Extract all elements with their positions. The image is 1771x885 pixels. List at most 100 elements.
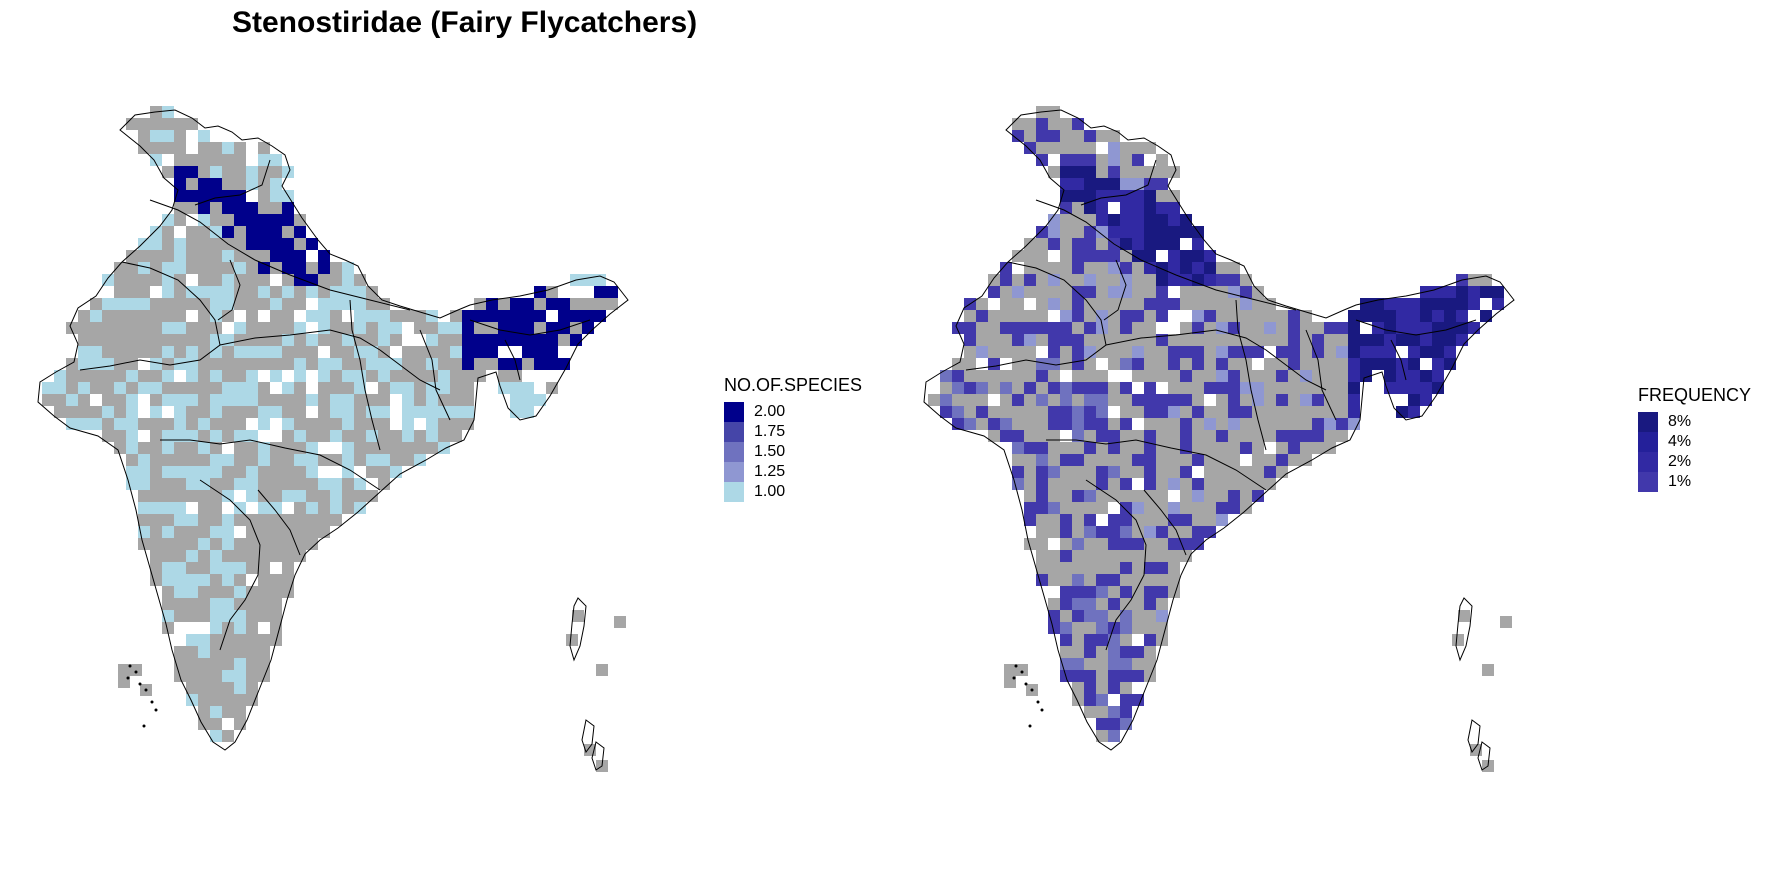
grid-cell — [1060, 598, 1072, 610]
grid-cell — [1132, 346, 1144, 358]
grid-cell — [174, 142, 186, 154]
grid-cell — [1132, 694, 1144, 706]
grid-cell — [1216, 514, 1228, 526]
grid-cell — [1192, 310, 1204, 322]
grid-cell — [1480, 286, 1492, 298]
grid-cell — [282, 382, 294, 394]
grid-cell — [1072, 238, 1084, 250]
grid-cell — [1312, 442, 1324, 454]
state-border — [1035, 199, 1297, 311]
grid-cell — [270, 394, 282, 406]
island-dot — [1012, 676, 1016, 680]
grid-cell — [1348, 394, 1360, 406]
grid-cell — [1108, 214, 1120, 226]
grid-cell — [162, 514, 174, 526]
grid-cell — [1060, 310, 1072, 322]
grid-cell — [270, 178, 282, 190]
grid-cell — [1192, 274, 1204, 286]
grid-cell — [162, 130, 174, 142]
grid-cell — [210, 406, 222, 418]
grid-cell — [402, 382, 414, 394]
grid-cell — [1072, 478, 1084, 490]
grid-cell — [234, 418, 246, 430]
grid-cell — [210, 262, 222, 274]
grid-cell — [1180, 322, 1192, 334]
grid-cell — [1144, 670, 1156, 682]
grid-cell — [1240, 442, 1252, 454]
grid-cell — [988, 406, 1000, 418]
grid-cell — [246, 442, 258, 454]
grid-cell — [1072, 406, 1084, 418]
grid-cell — [570, 322, 582, 334]
grid-cell — [1432, 310, 1444, 322]
grid-cell — [210, 166, 222, 178]
grid-cell — [174, 238, 186, 250]
grid-cell — [1084, 442, 1096, 454]
grid-cell — [462, 370, 474, 382]
grid-cell — [1144, 190, 1156, 202]
grid-cell — [1096, 706, 1108, 718]
grid-cell — [1252, 478, 1264, 490]
grid-cell — [294, 238, 306, 250]
grid-cell — [1132, 298, 1144, 310]
grid-cell — [174, 286, 186, 298]
grid-cell — [234, 382, 246, 394]
grid-cell — [1312, 370, 1324, 382]
grid-cell — [258, 358, 270, 370]
grid-cell — [1156, 430, 1168, 442]
grid-cell — [126, 370, 138, 382]
grid-cell — [150, 382, 162, 394]
grid-cell — [952, 406, 964, 418]
grid-cell — [558, 334, 570, 346]
grid-cell — [282, 478, 294, 490]
grid-cell — [426, 430, 438, 442]
grid-cell — [1144, 562, 1156, 574]
grid-cell — [174, 574, 186, 586]
grid-cell — [354, 406, 366, 418]
grid-cell — [210, 646, 222, 658]
legend-item: 4% — [1638, 432, 1751, 452]
grid-cell — [366, 394, 378, 406]
grid-cell — [522, 382, 534, 394]
grid-cell — [294, 526, 306, 538]
grid-cell — [1036, 286, 1048, 298]
grid-cell — [198, 514, 210, 526]
grid-cell — [1120, 310, 1132, 322]
grid-cell — [186, 694, 198, 706]
grid-cell — [1072, 550, 1084, 562]
grid-cell — [1132, 502, 1144, 514]
grid-cell — [150, 298, 162, 310]
grid-cell — [570, 310, 582, 322]
grid-cell — [988, 370, 1000, 382]
grid-cell — [1228, 478, 1240, 490]
grid-cell — [1036, 250, 1048, 262]
grid-cell — [1156, 610, 1168, 622]
legend-label: 8% — [1668, 413, 1692, 430]
grid-cell — [1408, 334, 1420, 346]
grid-cell — [1300, 382, 1312, 394]
grid-cell — [54, 382, 66, 394]
grid-cell — [378, 310, 390, 322]
grid-cell — [1312, 334, 1324, 346]
grid-cell — [1348, 406, 1360, 418]
grid-cell — [294, 514, 306, 526]
grid-cell — [1024, 130, 1036, 142]
grid-cell — [330, 346, 342, 358]
grid-cell — [1252, 394, 1264, 406]
grid-cell — [102, 298, 114, 310]
grid-cell — [186, 478, 198, 490]
grid-cell — [1132, 322, 1144, 334]
grid-cell — [1144, 610, 1156, 622]
grid-cell — [1156, 490, 1168, 502]
grid-cell — [1144, 622, 1156, 634]
grid-cell — [1000, 274, 1012, 286]
grid-cell — [1108, 154, 1120, 166]
grid-cell — [1024, 238, 1036, 250]
grid-cell — [174, 490, 186, 502]
grid-cell — [174, 514, 186, 526]
grid-cell — [246, 274, 258, 286]
grid-cell — [1144, 310, 1156, 322]
grid-cell — [118, 664, 130, 676]
grid-cell — [330, 262, 342, 274]
grid-cell — [1084, 226, 1096, 238]
